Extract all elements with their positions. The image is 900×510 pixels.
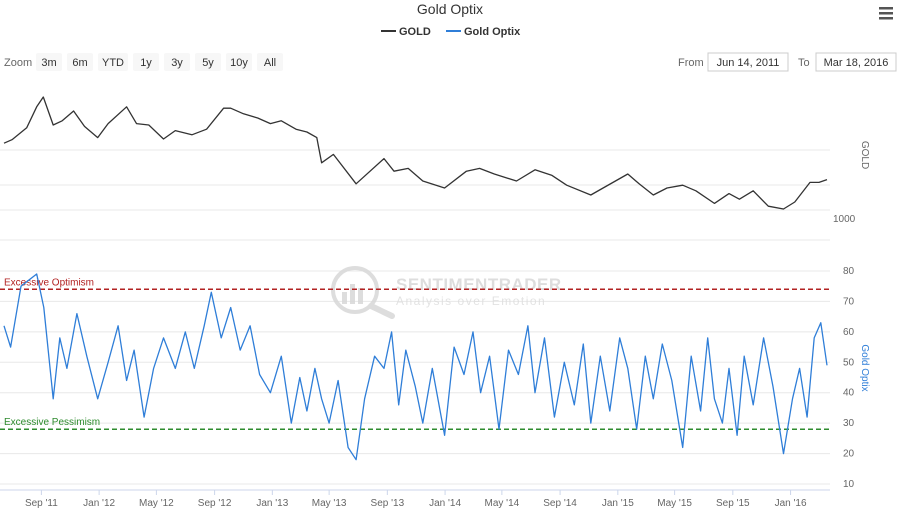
zoom-button-label: 3y [171,57,183,69]
zoom-button-label: YTD [102,57,124,69]
zoom-button-1y[interactable]: 1y [133,53,159,71]
gold-series-line [3,96,828,210]
gold-optix-axis-title: Gold Optix [859,344,870,391]
zoom-button-label: 6m [72,57,87,69]
legend-item-gold-optix[interactable]: Gold Optix [446,26,521,38]
band-excessive-pessimism: Excessive Pessimism [0,417,830,430]
zoom-button-3m[interactable]: 3m [36,53,62,71]
band-excessive-optimism: Excessive Optimism [0,277,830,291]
zoom-button-label: 3m [41,57,56,69]
zoom-button-5y[interactable]: 5y [195,53,221,71]
optix-tick-label: 30 [843,418,855,429]
legend: GOLD Gold Optix [381,26,521,38]
series-layer [3,96,828,461]
zoom-button-group: 3m 6m YTD 1y 3y 5y 10y All [36,53,283,71]
to-date-value: Mar 18, 2016 [824,57,889,69]
watermark: SENTIMENTRADER Analysis over Emotion [331,266,562,319]
x-tick-label: Sep '13 [371,498,405,509]
x-tick-label: Jan '15 [602,498,634,509]
x-tick-label: Jan '14 [429,498,461,509]
legend-label-gold-optix: Gold Optix [464,26,521,38]
optix-tick-label: 40 [843,388,855,399]
watermark-name: SENTIMENTRADER [396,275,562,294]
x-axis: Sep '11 Jan '12 May '12 Sep '12 Jan '13 May '… [25,490,807,509]
optix-tick-label: 50 [843,357,855,368]
optix-tick-label: 60 [843,327,855,338]
x-tick-label: Sep '11 [25,498,58,509]
optix-tick-label: 70 [843,296,855,307]
x-tick-label: May '12 [139,498,174,509]
optix-tick-label: 10 [843,479,855,490]
gold-axis-title: GOLD [859,141,870,169]
from-date-input[interactable]: Jun 14, 2011 [707,52,789,72]
zoom-label: Zoom [4,57,32,69]
x-tick-label: May '14 [485,498,520,509]
from-date-value: Jun 14, 2011 [717,57,780,69]
gold-optix-series-line [3,273,828,461]
legend-label-gold: GOLD [399,26,431,38]
x-tick-label: Jan '12 [83,498,115,509]
x-tick-label: Jan '16 [775,498,807,509]
optix-tick-label: 80 [843,266,855,277]
band-label: Excessive Pessimism [4,417,100,428]
x-tick-label: Sep '15 [716,498,750,509]
magnifier-logo-icon [331,266,395,319]
band-label: Excessive Optimism [4,277,94,288]
x-tick-label: Jan '13 [256,498,288,509]
zoom-button-ytd[interactable]: YTD [98,53,128,71]
threshold-bands: Excessive Optimism Excessive Pessimism [0,277,830,430]
zoom-button-all[interactable]: All [257,53,283,71]
legend-item-gold[interactable]: GOLD [381,26,431,38]
x-tick-label: May '13 [312,498,347,509]
gold-axis: 1000 [833,214,856,225]
to-label: To [798,57,810,69]
zoom-button-label: 5y [202,57,214,69]
from-label: From [678,57,704,69]
zoom-button-label: 1y [140,57,152,69]
gold-optix-axis: 10 20 30 40 50 60 70 80 [843,266,855,490]
hamburger-menu-icon[interactable] [876,4,896,22]
to-date-input[interactable]: Mar 18, 2016 [815,52,897,72]
watermark-tagline: Analysis over Emotion [396,294,546,308]
zoom-button-label: All [264,57,276,69]
zoom-button-label: 10y [230,57,248,69]
zoom-button-3y[interactable]: 3y [164,53,190,71]
zoom-button-6m[interactable]: 6m [67,53,93,71]
zoom-button-10y[interactable]: 10y [226,53,252,71]
chart-title: Gold Optix [417,1,483,17]
x-tick-label: Sep '12 [198,498,232,509]
grid-lines [0,149,830,491]
x-tick-label: May '15 [657,498,692,509]
x-tick-label: Sep '14 [543,498,577,509]
optix-tick-label: 20 [843,449,855,460]
gold-tick-label: 1000 [833,214,856,225]
